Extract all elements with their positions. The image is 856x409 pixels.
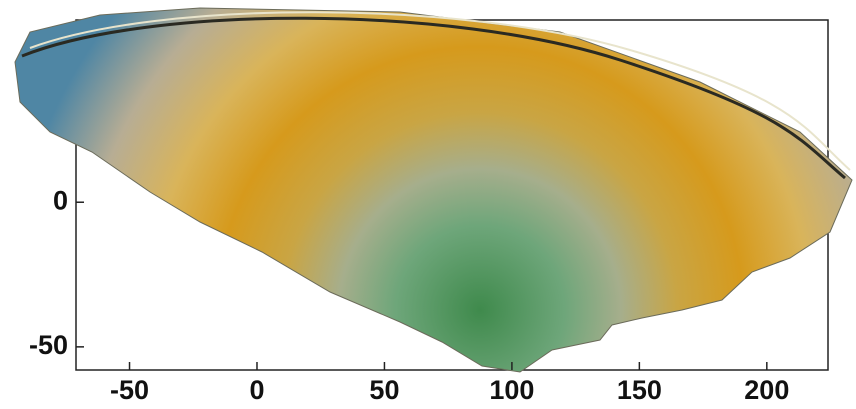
x-tick-label: 50 [369,375,399,405]
x-tick-label: 200 [744,375,789,405]
x-tick-label: 150 [617,375,662,405]
surface-rim [21,16,846,180]
surface-rim-light [29,11,851,171]
y-tick-label: 0 [53,185,68,215]
x-tick-label: 100 [489,375,534,405]
x-tick-label: 0 [249,375,264,405]
y-tick-label: -50 [29,330,68,360]
surface-shape [14,7,853,373]
x-tick-label: -50 [110,375,149,405]
